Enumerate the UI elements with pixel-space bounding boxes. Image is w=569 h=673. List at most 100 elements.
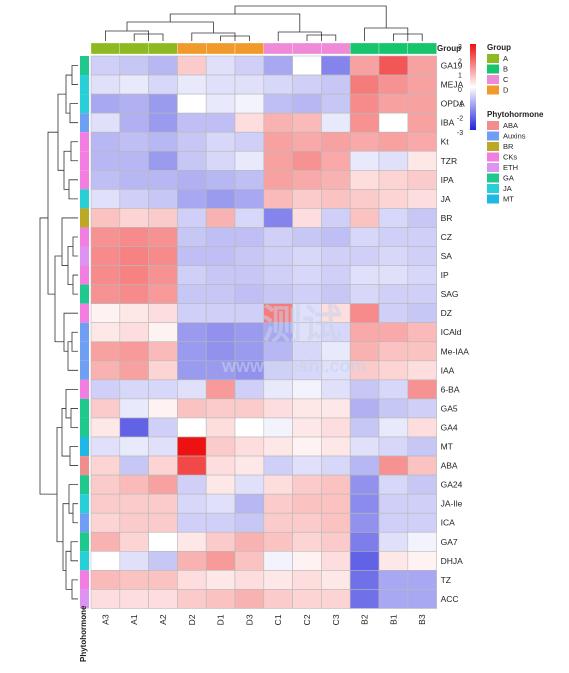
row-dendrogram [39,65,78,600]
heatmap-cell [148,379,178,400]
heatmap-cell [205,512,236,533]
heatmap-cell [378,131,409,152]
dendrogram-link [68,179,78,200]
dendrogram-link [68,484,78,514]
row-label: CZ [441,232,452,242]
heatmap-cell [321,150,351,171]
heatmap-cell [407,531,437,552]
heatmap-cell [234,55,265,76]
heatmap-cell [148,150,178,171]
heatmap-cell [148,493,178,514]
legend-phytohormone-label: ETH [503,163,518,172]
heatmap-cell [205,493,236,514]
row-label: IPA [441,175,454,185]
group-annotation-label: Group [437,44,461,53]
column-label: A3 [100,614,110,625]
dendrogram-link [364,27,409,41]
heatmap-cell [119,150,149,171]
dendrogram-link [105,30,149,41]
heatmap-cell [321,570,351,590]
heatmap-cell [90,150,121,171]
heatmap-cell [407,246,437,266]
heatmap-cell [263,436,293,457]
heatmap-cell [292,284,322,304]
heatmap-cell [321,227,351,247]
heatmap-cell [119,227,149,247]
legend-group-label: A [503,54,508,63]
heatmap-cell [378,284,409,304]
row-label: GA7 [441,537,458,547]
heatmap-cell [321,455,351,476]
dendrogram-link [71,65,78,85]
dendrogram-link [67,341,78,371]
heatmap-cell [234,284,265,304]
heatmap-cell [177,284,207,304]
heatmap-cell [407,189,437,209]
heatmap-cell [263,398,293,419]
heatmap-cell [378,474,409,495]
heatmap-cell [90,93,121,114]
heatmap-cell [378,512,409,533]
heatmap-cell [349,474,380,495]
heatmap-cell [349,246,380,266]
heatmap-cell [90,455,121,476]
heatmap-cell [234,322,265,343]
legend-phytohormone-swatch [487,184,499,193]
heatmap-cell [119,379,149,400]
heatmap-cell [234,455,265,476]
heatmap-cell [407,55,437,76]
row-label: ICA [441,518,456,528]
heatmap-cell [148,322,178,343]
heatmap-cell [407,589,437,609]
legend-phytohormone-swatch [487,121,499,130]
row-label: BR [441,213,453,223]
heatmap-cell [407,550,437,571]
column-label: B1 [388,614,398,625]
heatmap-cell [407,284,437,304]
dendrogram-link [65,388,78,419]
heatmap-cell [119,93,149,114]
heatmap-cell [205,55,236,76]
group-annotation-cell [321,42,351,55]
color-scale-tick: 1 [458,73,462,80]
heatmap-cell [263,455,293,476]
heatmap-cell [234,589,265,609]
heatmap-cell [349,284,380,304]
heatmap-cell [321,74,351,95]
heatmap-cell [407,322,437,343]
heatmap-cell [292,531,322,552]
heatmap-cell [292,379,322,400]
heatmap-cell [407,112,437,133]
heatmap-cell [234,474,265,495]
heatmap-cell [119,570,149,590]
group-annotation-cell [407,42,437,55]
heatmap-cell [321,398,351,419]
heatmap-cell [349,398,380,419]
group-annotation-cell [119,42,149,55]
phytohormone-annotation-cell [80,341,89,361]
row-label: IP [441,270,449,280]
heatmap-cell [119,112,149,133]
heatmap-cell [90,170,121,190]
row-label: 6-BA [441,384,460,394]
heatmap-cell [177,455,207,476]
heatmap-cell [263,131,293,152]
heatmap-cell [292,131,322,152]
heatmap-cell [349,170,380,190]
heatmap-cell [292,246,322,266]
phytohormone-annotation-cell [80,94,89,114]
dendrogram-link [69,446,78,466]
heatmap-cell [119,284,149,304]
phytohormone-annotation-cell [80,437,89,457]
dendrogram-link [71,579,78,600]
heatmap-cell [407,570,437,590]
heatmap-cell [177,303,207,323]
heatmap-cell [177,570,207,590]
heatmap-cell [177,112,207,133]
phytohormone-annotation-cell [80,456,89,476]
heatmap-cell [263,189,293,209]
heatmap-cell [292,493,322,514]
heatmap-cell [349,227,380,247]
column-label: D1 [216,614,226,625]
heatmap-cell [119,417,149,438]
